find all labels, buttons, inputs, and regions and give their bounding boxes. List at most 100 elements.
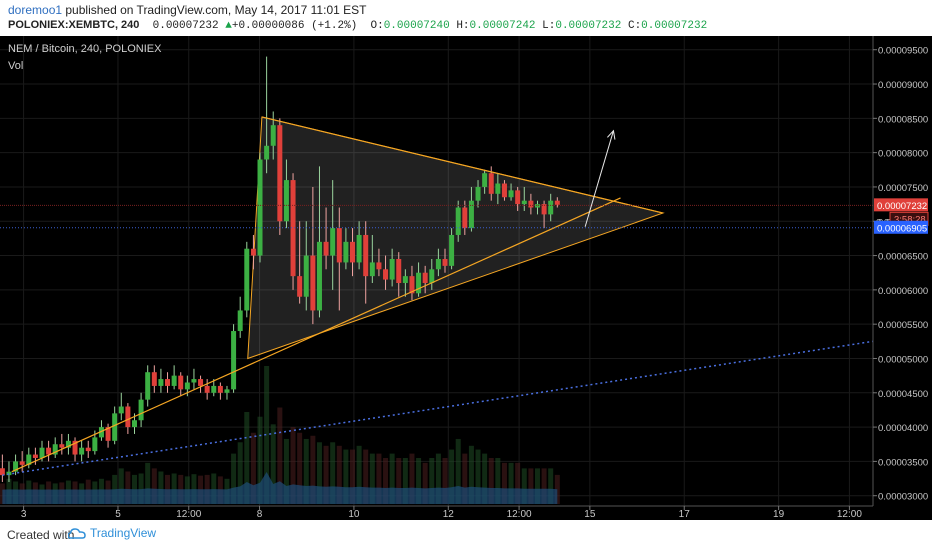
volume-bar bbox=[482, 453, 488, 504]
volume-bar bbox=[422, 462, 428, 504]
candle-body bbox=[105, 427, 111, 441]
volume-bar bbox=[541, 468, 547, 504]
volume-bar bbox=[475, 449, 481, 504]
candle-body bbox=[52, 444, 58, 455]
volume-bar bbox=[515, 462, 521, 504]
candle-body bbox=[363, 234, 369, 277]
last-price-tag-bg bbox=[874, 198, 928, 212]
volume-bar bbox=[442, 458, 448, 504]
volume-bar bbox=[151, 468, 157, 504]
volume-bar bbox=[350, 449, 356, 504]
volume-bar bbox=[250, 432, 256, 504]
candle-body bbox=[211, 385, 217, 393]
volume-bar bbox=[237, 442, 243, 504]
candle-body bbox=[442, 258, 448, 266]
candle-body bbox=[26, 454, 32, 465]
volume-bar bbox=[125, 471, 131, 504]
price-chart[interactable]: 0.00003000 0.00003500 0.00004000 0.00004500… bbox=[0, 36, 932, 520]
volume-bar bbox=[495, 458, 501, 504]
open-value: 0.00007240 bbox=[383, 20, 450, 32]
volume-bar bbox=[191, 474, 197, 504]
volume-bar bbox=[449, 449, 455, 504]
candle-body bbox=[13, 461, 19, 472]
candle-body bbox=[515, 190, 521, 205]
candle-body bbox=[290, 180, 296, 277]
high-label: H: bbox=[456, 20, 470, 32]
candle-body bbox=[32, 454, 38, 458]
price-tick-label: 0.00008500 bbox=[878, 114, 928, 125]
candle-body bbox=[521, 200, 527, 205]
price-tick-label: 0.00008000 bbox=[878, 149, 928, 160]
chart-title: NEM / Bitcoin, 240, POLONIEX bbox=[8, 43, 162, 55]
candle-body bbox=[416, 272, 422, 294]
time-tick-label: 12:00 bbox=[837, 509, 862, 520]
countdown-tag: 3:58:28 bbox=[894, 214, 926, 225]
candle-body bbox=[554, 200, 560, 205]
volume-bar bbox=[290, 427, 296, 504]
candle-body bbox=[204, 385, 210, 393]
candle-body bbox=[79, 447, 85, 455]
arrow-icon bbox=[607, 129, 616, 140]
arrow-line bbox=[584, 130, 614, 227]
candle-body bbox=[475, 186, 481, 201]
author-link[interactable]: doremoo1 bbox=[8, 3, 63, 17]
time-tick-label: 12 bbox=[443, 509, 455, 520]
price-tick-label: 0.00004500 bbox=[878, 389, 928, 400]
candle-body bbox=[138, 399, 144, 421]
low-value: 0.00007232 bbox=[555, 20, 622, 32]
volume-bar bbox=[396, 458, 402, 504]
candle-body bbox=[198, 379, 204, 386]
volume-indicator-label: Vol bbox=[8, 60, 23, 72]
time-axis[interactable]: 3 5 12:00 8 10 12 12:00 15 17 19 12:00 bbox=[21, 506, 863, 520]
last-price: 0.00007232 bbox=[152, 20, 219, 32]
wedge-lower-line bbox=[11, 197, 621, 473]
candle-body bbox=[65, 440, 71, 448]
trend-lines bbox=[0, 116, 874, 476]
candle-body bbox=[250, 248, 256, 256]
volume-bar bbox=[488, 458, 494, 504]
volume-bar bbox=[548, 468, 554, 504]
candle-body bbox=[336, 228, 342, 263]
tradingview-brand: TradingView bbox=[90, 526, 157, 540]
candle-body bbox=[316, 241, 322, 311]
candle-body bbox=[277, 125, 283, 222]
candle-body bbox=[237, 310, 243, 332]
candle-body bbox=[0, 468, 5, 476]
volume-bar bbox=[429, 458, 435, 504]
grid bbox=[0, 36, 873, 506]
publish-line: doremoo1 published on TradingView.com, M… bbox=[8, 3, 366, 17]
volume-area bbox=[2, 472, 558, 504]
tradingview-logo[interactable]: TradingView bbox=[67, 526, 157, 540]
candle-body bbox=[118, 406, 124, 414]
candle-body bbox=[462, 207, 468, 229]
price-tick-label: 0.00009000 bbox=[878, 80, 928, 91]
candle-body bbox=[534, 204, 540, 208]
level-tag-bg bbox=[874, 220, 928, 234]
candle-body bbox=[283, 180, 289, 222]
volume-bar bbox=[383, 458, 389, 504]
candle-body bbox=[151, 372, 157, 386]
candle-body bbox=[435, 258, 441, 270]
volume-bar bbox=[330, 442, 336, 504]
chart-area[interactable]: 0.00003000 0.00003500 0.00004000 0.00004500… bbox=[0, 36, 932, 520]
volume-bar bbox=[402, 458, 408, 504]
up-triangle-icon: ▲ bbox=[225, 20, 232, 32]
candle-body bbox=[231, 331, 237, 390]
candle-body bbox=[19, 461, 25, 465]
candle-body bbox=[125, 406, 131, 428]
candle-body bbox=[297, 276, 303, 297]
candle-body bbox=[92, 437, 98, 452]
candle-body bbox=[310, 255, 316, 311]
volume-bar bbox=[211, 473, 217, 504]
volume-bar bbox=[435, 453, 441, 504]
volume-bar bbox=[323, 445, 329, 504]
candle-body bbox=[455, 207, 461, 235]
time-tick-label: 17 bbox=[679, 509, 691, 520]
volume-bar bbox=[264, 366, 270, 504]
volume-bars bbox=[0, 366, 560, 504]
volume-bar bbox=[270, 424, 276, 504]
volume-bar bbox=[310, 435, 316, 504]
chart-header: doremoo1 published on TradingView.com, M… bbox=[0, 0, 932, 36]
candle-body bbox=[224, 389, 230, 393]
volume-bar bbox=[416, 458, 422, 504]
